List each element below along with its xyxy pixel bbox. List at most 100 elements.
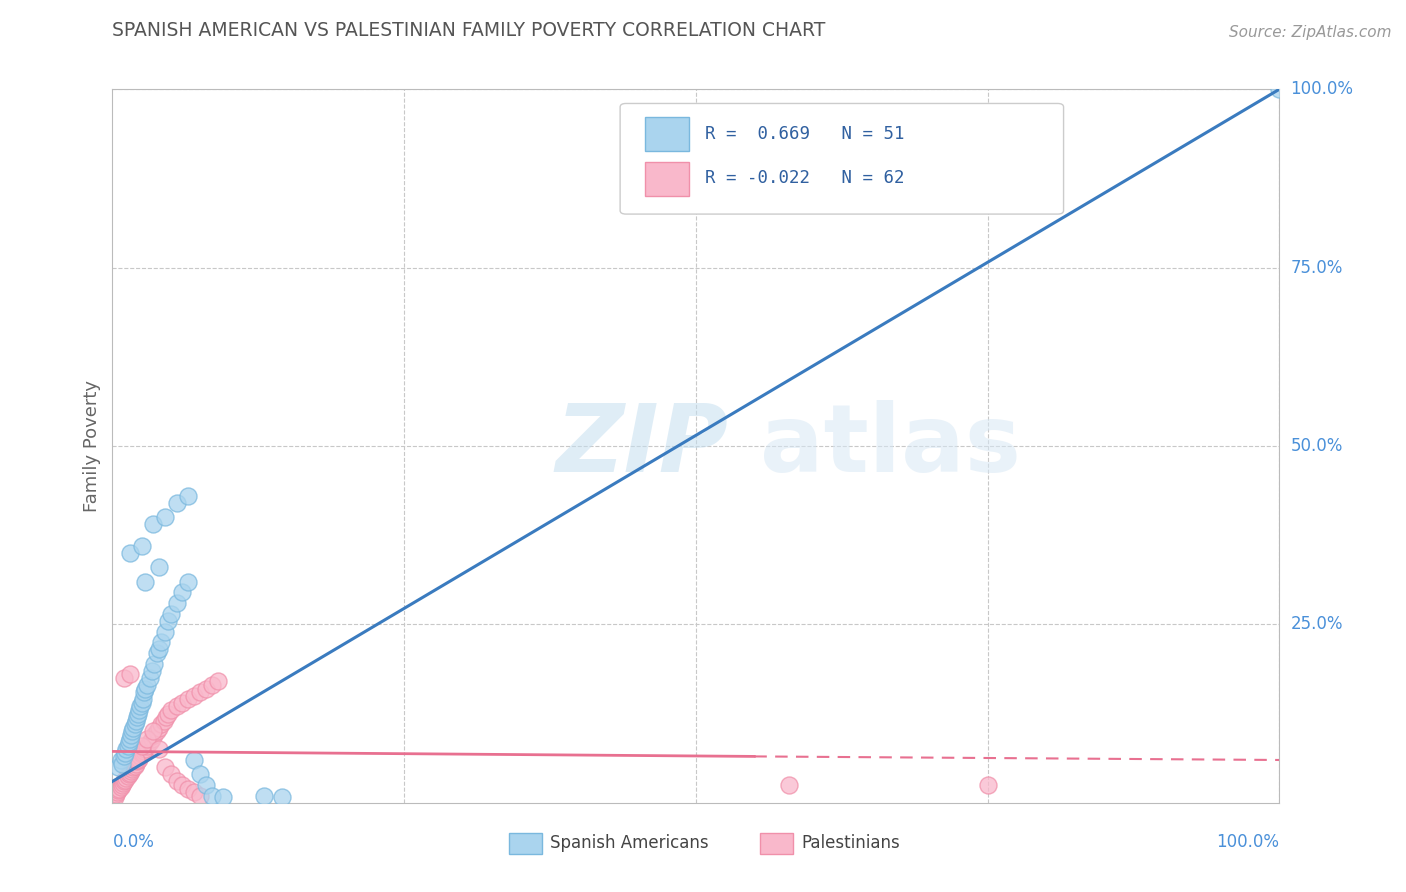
Point — [114, 746, 136, 760]
Point — [104, 790, 127, 805]
Point — [148, 642, 170, 657]
Text: R =  0.669   N = 51: R = 0.669 N = 51 — [706, 125, 905, 143]
Point — [148, 721, 170, 735]
Text: atlas: atlas — [761, 400, 1021, 492]
FancyBboxPatch shape — [644, 162, 689, 196]
Point — [107, 760, 129, 774]
Point — [112, 749, 135, 764]
Point — [131, 539, 153, 553]
Point — [155, 710, 177, 724]
Point — [177, 489, 200, 503]
Point — [125, 756, 148, 771]
Point — [143, 657, 166, 671]
Point — [125, 753, 148, 767]
Point — [194, 681, 217, 696]
Point — [194, 778, 217, 792]
Point — [153, 760, 176, 774]
Point — [148, 742, 170, 756]
Point — [105, 785, 128, 799]
Point — [132, 746, 155, 760]
FancyBboxPatch shape — [761, 833, 793, 855]
Point — [253, 789, 276, 803]
Point — [124, 758, 146, 772]
Point — [183, 753, 205, 767]
Point — [177, 692, 200, 706]
Point — [139, 671, 162, 685]
Point — [160, 703, 183, 717]
Point — [107, 783, 129, 797]
Text: 25.0%: 25.0% — [1291, 615, 1343, 633]
FancyBboxPatch shape — [509, 833, 541, 855]
Point — [142, 517, 165, 532]
Point — [117, 739, 139, 753]
Point — [115, 742, 138, 756]
Point — [111, 776, 134, 790]
Point — [118, 667, 141, 681]
Point — [177, 574, 200, 589]
Point — [136, 739, 159, 753]
Point — [128, 703, 150, 717]
Point — [120, 764, 142, 778]
Point — [172, 778, 194, 792]
Point — [111, 778, 134, 792]
Point — [115, 771, 138, 785]
Text: 0.0%: 0.0% — [112, 833, 155, 851]
Point — [150, 635, 173, 649]
Point — [160, 607, 183, 621]
Point — [125, 714, 148, 728]
Point — [150, 717, 173, 731]
Text: SPANISH AMERICAN VS PALESTINIAN FAMILY POVERTY CORRELATION CHART: SPANISH AMERICAN VS PALESTINIAN FAMILY P… — [112, 21, 825, 40]
Point — [141, 664, 163, 678]
Text: 100.0%: 100.0% — [1216, 833, 1279, 851]
Point — [153, 624, 176, 639]
Point — [139, 735, 162, 749]
Point — [188, 767, 211, 781]
Text: R = -0.022   N = 62: R = -0.022 N = 62 — [706, 169, 905, 187]
Point — [125, 710, 148, 724]
Point — [124, 717, 146, 731]
Point — [132, 692, 155, 706]
Text: ZIP: ZIP — [555, 400, 728, 492]
Point — [157, 614, 180, 628]
Point — [118, 546, 141, 560]
Point — [108, 781, 131, 796]
Point — [132, 744, 155, 758]
Point — [166, 596, 188, 610]
FancyBboxPatch shape — [644, 117, 689, 152]
Point — [129, 699, 152, 714]
Point — [207, 674, 229, 689]
Point — [201, 789, 224, 803]
Point — [146, 646, 169, 660]
Point — [122, 760, 145, 774]
Point — [142, 724, 165, 739]
Point — [778, 778, 800, 792]
Point — [121, 724, 143, 739]
Point — [110, 753, 132, 767]
Point — [134, 574, 156, 589]
Point — [131, 696, 153, 710]
Point — [111, 756, 134, 771]
Point — [114, 772, 136, 787]
Point — [121, 762, 143, 776]
Text: Palestinians: Palestinians — [801, 835, 900, 853]
Point — [112, 774, 135, 789]
Point — [212, 790, 235, 805]
Point — [201, 678, 224, 692]
Point — [270, 790, 292, 805]
Point — [134, 742, 156, 756]
Point — [122, 721, 145, 735]
Point — [118, 735, 141, 749]
Text: Source: ZipAtlas.com: Source: ZipAtlas.com — [1229, 25, 1392, 40]
Point — [127, 753, 149, 767]
Point — [136, 731, 159, 746]
Point — [118, 731, 141, 746]
Text: 75.0%: 75.0% — [1291, 259, 1343, 277]
Point — [172, 696, 194, 710]
Text: 50.0%: 50.0% — [1291, 437, 1343, 455]
Point — [153, 714, 176, 728]
Point — [110, 780, 132, 794]
Point — [188, 789, 211, 803]
Point — [166, 699, 188, 714]
Point — [172, 585, 194, 599]
Point — [131, 739, 153, 753]
